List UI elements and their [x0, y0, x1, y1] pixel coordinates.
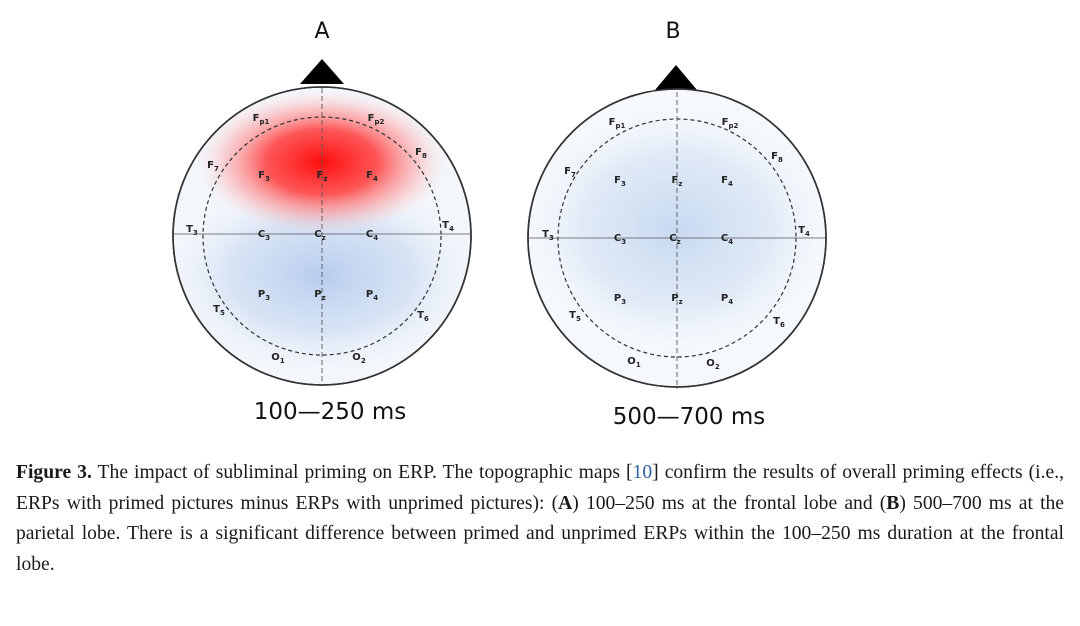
time-window-label-b: 500—700 ms — [613, 404, 766, 430]
electrode-fp2: Fp2 — [368, 113, 385, 126]
electrode-labels-b: Fp1 Fp2 F7 F8 F3 Fz F4 T3 C3 Cz C4 T4 P3 Pz P4 T5 T6 O1 O2 — [542, 117, 810, 371]
panel-b-letter: B — [665, 19, 680, 44]
electrode-fp1: Fp1 — [609, 117, 626, 130]
panel-a: A Fp1 Fp2 F7 F8 F3 Fz F4 T3 C3 Cz C4 T4 P3 Pz P4 T5 T6 O1… — [172, 19, 472, 425]
nose-marker-icon — [300, 59, 344, 84]
nose-marker-icon — [655, 65, 697, 90]
electrode-f8: F8 — [415, 147, 427, 160]
electrode-f4: F4 — [366, 170, 378, 183]
electrode-p4: P4 — [366, 289, 378, 302]
electrode-f4: F4 — [721, 175, 733, 188]
time-window-label-a: 100—250 ms — [254, 399, 407, 425]
electrode-o2: O2 — [352, 352, 366, 365]
electrode-fz: Fz — [317, 170, 328, 183]
electrode-f7: F7 — [564, 166, 576, 179]
electrode-fz: Fz — [672, 175, 683, 188]
caption-panel-b-label: B — [886, 492, 900, 514]
electrode-c3: C3 — [614, 233, 626, 246]
electrode-t3: T3 — [186, 224, 198, 237]
electrode-c4: C4 — [721, 233, 733, 246]
electrode-t5: T5 — [569, 310, 581, 323]
electrode-t4: T4 — [442, 220, 454, 233]
electrode-t6: T6 — [417, 310, 429, 323]
electrode-o2: O2 — [706, 358, 720, 371]
caption-text-2: ] confirm the results of overall priming… — [16, 462, 1064, 514]
electrode-t6: T6 — [773, 316, 785, 329]
electrode-t4: T4 — [798, 225, 810, 238]
erp-topographic-figure: A Fp1 Fp2 F7 F8 F3 Fz F4 T3 C3 Cz C4 T4 P3 Pz P4 T5 T6 O1… — [172, 19, 827, 430]
electrode-p3: P3 — [614, 293, 626, 306]
electrode-o1: O1 — [271, 352, 285, 365]
electrode-pz: Pz — [671, 293, 682, 306]
electrode-f3: F3 — [614, 175, 626, 188]
caption-text-4: ) 500–700 ms at the parietal lobe. There… — [16, 492, 1065, 575]
electrode-fp1: Fp1 — [253, 113, 270, 126]
electrode-p3: P3 — [258, 289, 270, 302]
electrode-t3: T3 — [542, 229, 554, 242]
electrode-f8: F8 — [771, 151, 783, 164]
caption-text-1: The impact of subliminal priming on ERP.… — [91, 462, 633, 483]
electrode-t5: T5 — [213, 304, 225, 317]
electrode-o1: O1 — [627, 356, 641, 369]
caption-reference-link[interactable]: 10 — [632, 462, 653, 483]
electrode-pz: Pz — [314, 289, 325, 302]
panel-b: B Fp1 Fp2 F7 F8 F3 Fz F4 T3 C3 Cz C4 T4 P3 Pz P4 T5 T6 O1… — [527, 19, 827, 430]
electrode-f7: F7 — [207, 160, 219, 173]
caption-text-3: ) 100–250 ms at the frontal lobe and ( — [572, 492, 887, 514]
electrode-fp2: Fp2 — [722, 117, 739, 130]
electrode-f3: F3 — [258, 170, 270, 183]
electrode-p4: P4 — [721, 293, 733, 306]
caption-figure-label: Figure 3. — [16, 462, 92, 483]
electrode-labels-a: Fp1 Fp2 F7 F8 F3 Fz F4 T3 C3 Cz C4 T4 P3 Pz P4 T5 T6 O1 O2 — [186, 113, 454, 365]
electrode-c4: C4 — [366, 229, 378, 242]
figure-caption: Figure 3. The impact of subliminal primi… — [16, 458, 1064, 580]
panel-a-letter: A — [314, 19, 329, 44]
caption-panel-a-label: A — [558, 492, 573, 514]
electrode-cz: Cz — [669, 233, 680, 246]
electrode-c3: C3 — [258, 229, 270, 242]
electrode-cz: Cz — [314, 229, 325, 242]
